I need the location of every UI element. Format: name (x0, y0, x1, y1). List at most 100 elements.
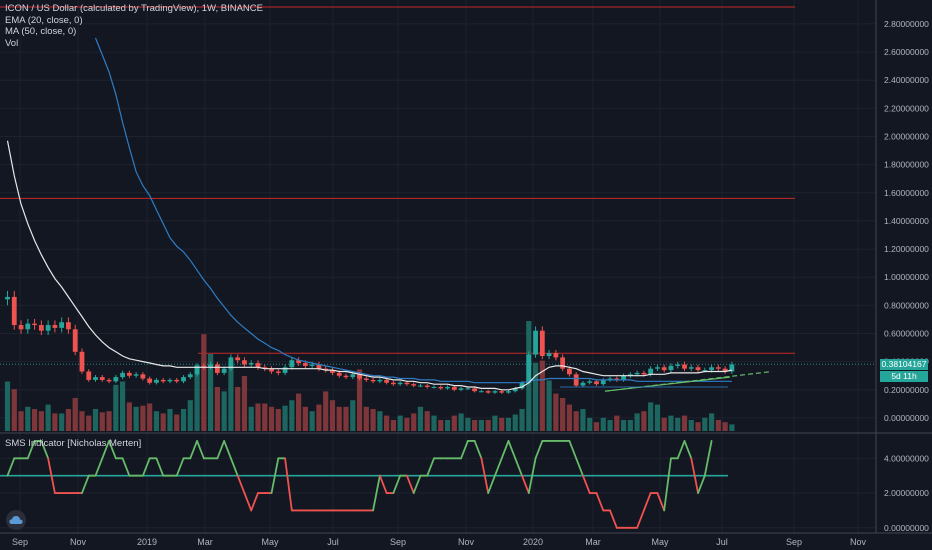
moving-averages (6, 37, 733, 391)
candle-body (627, 374, 633, 376)
volume-bar (573, 411, 579, 431)
volume-bar (363, 406, 369, 431)
volume-bar (329, 400, 336, 431)
volume-bar (587, 417, 593, 431)
candle-body (59, 322, 65, 328)
grid (0, 0, 876, 533)
candle-body (377, 379, 383, 382)
candle-body (255, 363, 261, 368)
volume-bar (99, 412, 105, 431)
volume-bar (465, 417, 471, 431)
y-tick-label: 1.60000000 (884, 188, 929, 198)
volume-bar (614, 415, 620, 431)
sms-segment (500, 440, 510, 460)
volume-bar (451, 415, 457, 431)
sms-segment (175, 457, 185, 477)
sms-segment (216, 440, 226, 460)
candle-body (607, 378, 613, 380)
sms-segment (527, 457, 537, 494)
volume-bar (241, 376, 248, 431)
sms-segment (81, 474, 90, 494)
candle-body (221, 368, 227, 373)
volume-bar (580, 409, 586, 431)
volume-bar (275, 409, 281, 431)
volume-bar (648, 402, 654, 431)
sms-segment (26, 440, 36, 460)
candle-body (93, 377, 98, 380)
volume-bar (424, 411, 430, 431)
volume-bar (688, 420, 694, 431)
sms-segment (378, 474, 388, 494)
candle-body (580, 382, 586, 386)
candle-body (573, 374, 579, 386)
candle-body (269, 368, 274, 372)
last-price-badge: 0.38104167 (880, 359, 928, 371)
volume-bar (302, 406, 308, 431)
x-tick-label: Sep (786, 537, 802, 547)
candle-body (458, 388, 464, 390)
candle-body (296, 360, 302, 364)
candle-body (323, 368, 329, 371)
volume-bar (377, 411, 383, 431)
y-tick-label: 0.80000000 (884, 300, 929, 310)
volume-bar (708, 413, 715, 431)
volume-bar (86, 415, 92, 431)
sms-segment (121, 457, 131, 477)
x-tick-label: Jul (327, 537, 339, 547)
volume-bar (221, 391, 227, 431)
candle-body (86, 371, 92, 380)
candle-body (533, 330, 538, 355)
volume-bar (512, 414, 518, 431)
volume-bar (160, 413, 166, 431)
candle-body (472, 388, 478, 392)
candle-body (154, 379, 159, 383)
tradingview-cloud-icon[interactable] (6, 510, 26, 530)
candle-body (404, 382, 410, 385)
volume-bar (18, 411, 24, 431)
candle-body (424, 385, 430, 387)
volume-bar (560, 398, 566, 431)
candle-body (45, 325, 51, 331)
candle-body (648, 368, 654, 375)
x-tick-label: Sep (12, 537, 28, 547)
sms-segment (250, 492, 259, 512)
ema20-line (6, 140, 733, 391)
volume-bar (187, 400, 193, 431)
sms-segment (270, 457, 280, 494)
ma50-line (94, 37, 732, 384)
candle-body (729, 364, 735, 372)
volume-bar (133, 406, 139, 431)
volume-bar (289, 400, 295, 431)
volume-bar (715, 420, 721, 431)
candle-body (370, 379, 376, 382)
candle-body (499, 391, 505, 393)
volume-bar (681, 415, 688, 431)
volume-bar (600, 417, 606, 431)
sms-segment (609, 509, 618, 529)
volume-bar (702, 417, 708, 431)
volume-bar (607, 420, 613, 431)
candle-body (600, 379, 606, 385)
y-tick-label: 1.80000000 (884, 160, 929, 170)
candle-body (438, 386, 444, 389)
trendline-solid[interactable] (604, 376, 731, 392)
volume-bar (404, 417, 410, 431)
volume-bar (634, 413, 640, 431)
volume-bar (11, 389, 17, 431)
volume-bar (113, 384, 119, 431)
sms-segment (236, 474, 246, 494)
y-tick-label: 2.00000000 (884, 131, 929, 141)
volume-bar (296, 393, 302, 431)
sms-segment (101, 440, 110, 460)
candle-body (289, 360, 295, 368)
volume-bar (309, 411, 315, 431)
candle-body (357, 374, 362, 379)
trendlines[interactable] (560, 370, 773, 392)
volume-bar (370, 409, 376, 431)
candle-body (262, 367, 268, 369)
candle-body (275, 371, 281, 373)
volume-bar (248, 406, 254, 431)
candle-body (675, 364, 681, 366)
volume-bar (627, 420, 633, 431)
